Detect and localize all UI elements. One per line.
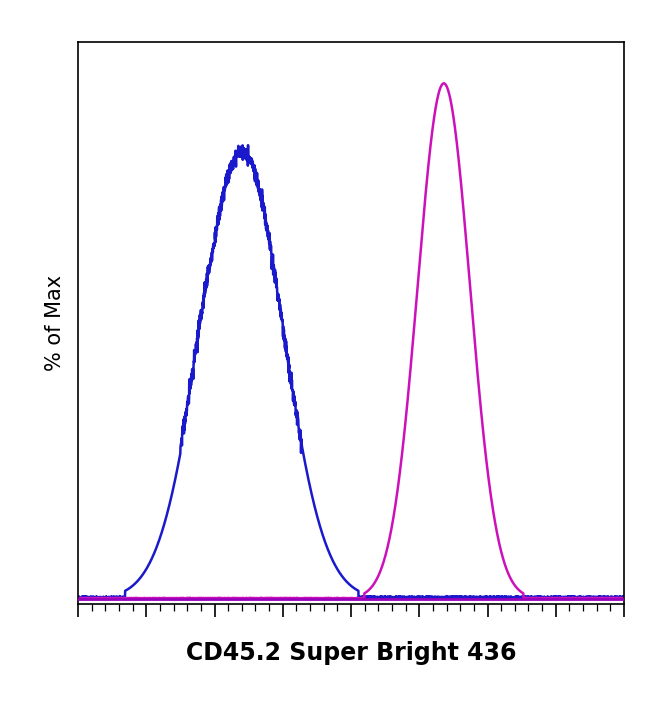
X-axis label: CD45.2 Super Bright 436: CD45.2 Super Bright 436 [186,641,516,665]
Y-axis label: % of Max: % of Max [45,275,65,371]
